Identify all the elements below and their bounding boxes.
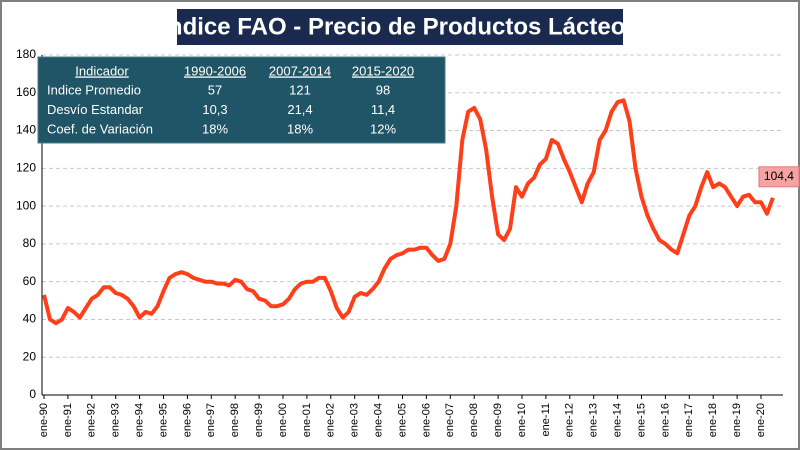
x-tick-label: ene-12 (564, 403, 576, 437)
value-label-box (758, 166, 800, 188)
x-tick-label: ene-00 (277, 403, 289, 437)
x-tick-label: ene-15 (635, 403, 647, 437)
table-cell: Desvío Estandar (47, 102, 144, 117)
table-cell: 121 (289, 82, 311, 97)
x-tick-label: ene-92 (86, 403, 98, 437)
table-cell: 12% (370, 121, 396, 136)
table-cell: 18% (287, 121, 313, 136)
x-tick-label: ene-94 (134, 403, 146, 437)
x-tick-label: ene-05 (396, 403, 408, 437)
x-tick-label: ene-18 (707, 403, 719, 437)
x-tick-label: ene-07 (444, 403, 456, 437)
table-box (37, 56, 446, 144)
value-label: 104,4 (764, 169, 794, 183)
x-tick-label: ene-11 (540, 403, 552, 436)
y-tick-label: 140 (16, 123, 36, 137)
table-cell: 18% (202, 121, 228, 136)
x-tick-label: ene-91 (62, 403, 74, 437)
x-tick-label: ene-96 (181, 403, 193, 437)
table-cell: Coef. de Variación (47, 121, 153, 136)
y-tick-label: 40 (23, 312, 37, 326)
y-tick-label: 0 (29, 387, 36, 401)
table-cell: 10,3 (202, 102, 227, 117)
x-tick-label: ene-03 (349, 403, 361, 437)
x-tick-label: ene-17 (683, 403, 695, 437)
title-box (175, 7, 625, 47)
x-tick-label: ene-98 (229, 403, 241, 437)
y-tick-label: 20 (23, 349, 37, 363)
table-header: Indicador (75, 63, 129, 78)
y-tick-label: 120 (16, 161, 36, 175)
x-tick-label: ene-97 (205, 403, 217, 437)
table-cell: Indice Promedio (47, 82, 141, 97)
table-cell: 21,4 (287, 102, 312, 117)
y-tick-label: 60 (23, 274, 37, 288)
y-tick-label: 160 (16, 85, 36, 99)
table-header: 1990-2006 (184, 63, 246, 78)
y-tick-label: 100 (16, 198, 36, 212)
table-cell: 57 (208, 82, 222, 97)
x-tick-label: ene-93 (110, 403, 122, 437)
x-tick-label: ene-13 (588, 403, 600, 437)
x-tick-label: ene-04 (373, 403, 385, 437)
x-tick-label: ene-01 (301, 403, 313, 437)
x-tick-label: ene-06 (420, 403, 432, 437)
y-tick-label: 180 (16, 47, 36, 61)
x-tick-label: ene-14 (612, 403, 624, 437)
x-tick-label: ene-09 (492, 403, 504, 437)
table-header: 2007-2014 (269, 63, 331, 78)
x-tick-label: ene-95 (157, 403, 169, 437)
line-series (42, 98, 775, 326)
x-tick-label: ene-02 (325, 403, 337, 437)
chart-title: Indice FAO - Precio de Productos Lácteos (161, 13, 638, 40)
x-tick-label: ene-19 (731, 403, 743, 437)
x-tick-label: ene-16 (659, 403, 671, 437)
table-header: 2015-2020 (352, 63, 414, 78)
y-tick-label: 80 (23, 236, 37, 250)
x-tick-label: ene-10 (516, 403, 528, 437)
table-cell: 11,4 (371, 102, 395, 117)
x-tick-label: ene-08 (468, 403, 480, 437)
x-tick-label: ene-20 (755, 403, 767, 437)
x-tick-label: ene-90 (38, 403, 50, 437)
table-cell: 98 (376, 82, 390, 97)
x-tick-label: ene-99 (253, 403, 265, 437)
